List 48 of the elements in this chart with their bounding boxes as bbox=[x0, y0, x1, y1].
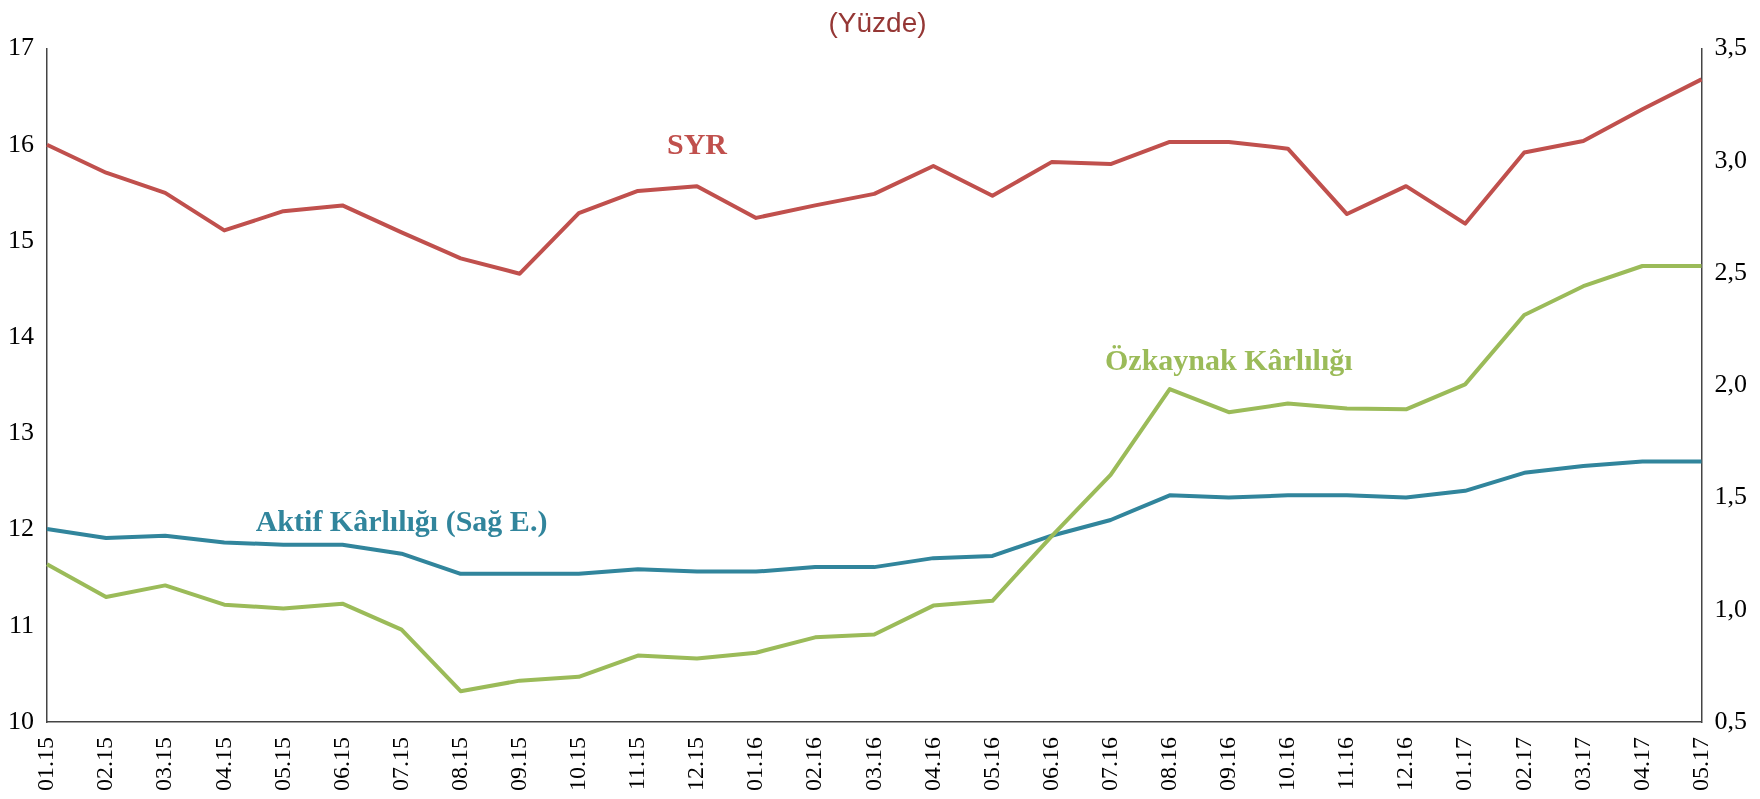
x-tick-label: 03.17 bbox=[1568, 737, 1595, 791]
y-tick-label: 17 bbox=[8, 32, 34, 62]
x-tick-label: 01.17 bbox=[1450, 737, 1477, 791]
y-tick-label: 14 bbox=[8, 321, 34, 351]
y-tick-label: 13 bbox=[8, 417, 34, 447]
x-tick-label: 02.17 bbox=[1509, 737, 1536, 791]
series-label: Aktif Kârlılığı (Sağ E.) bbox=[255, 504, 548, 539]
x-tick-label: 11.15 bbox=[623, 737, 650, 791]
x-tick-label: 12.15 bbox=[682, 737, 709, 791]
x-tick-label: 01.15 bbox=[32, 737, 59, 791]
x-tick-label: 10.16 bbox=[1273, 737, 1300, 791]
x-tick-label: 07.15 bbox=[386, 737, 413, 791]
y2-tick-label: 3,5 bbox=[1714, 32, 1747, 62]
x-tick-label: 04.16 bbox=[918, 737, 945, 791]
x-tick-label: 10.15 bbox=[564, 737, 591, 791]
x-tick-label: 08.15 bbox=[445, 737, 472, 791]
x-tick-label: 04.17 bbox=[1627, 737, 1654, 791]
x-tick-label: 05.15 bbox=[268, 737, 295, 791]
y2-tick-label: 0,5 bbox=[1714, 705, 1747, 735]
x-tick-label: 12.16 bbox=[1391, 737, 1418, 791]
y-tick-label: 16 bbox=[8, 128, 34, 158]
y2-tick-label: 1,5 bbox=[1714, 481, 1747, 511]
x-tick-label: 09.16 bbox=[1214, 737, 1241, 791]
x-tick-label: 03.16 bbox=[859, 737, 886, 791]
x-tick-label: 06.15 bbox=[327, 737, 354, 791]
x-tick-label: 03.15 bbox=[150, 737, 177, 791]
y-tick-label: 10 bbox=[8, 705, 34, 735]
x-tick-label: 09.15 bbox=[505, 737, 532, 791]
y-tick-label: 11 bbox=[8, 609, 34, 639]
x-tick-label: 06.16 bbox=[1036, 737, 1063, 791]
y2-tick-label: 1,0 bbox=[1714, 593, 1747, 623]
x-tick-label: 11.16 bbox=[1332, 737, 1359, 791]
x-tick-label: 02.16 bbox=[800, 737, 827, 791]
x-tick-label: 04.15 bbox=[209, 737, 236, 791]
y2-tick-label: 2,0 bbox=[1714, 369, 1747, 399]
x-tick-label: 05.16 bbox=[977, 737, 1004, 791]
chart-title: (Yüzde) bbox=[828, 6, 927, 38]
y-tick-label: 15 bbox=[8, 224, 34, 254]
y-tick-label: 12 bbox=[8, 513, 34, 543]
x-tick-label: 05.17 bbox=[1686, 737, 1713, 791]
x-tick-label: 02.15 bbox=[91, 737, 118, 791]
x-tick-label: 08.16 bbox=[1154, 737, 1181, 791]
x-tick-label: 01.16 bbox=[741, 737, 768, 791]
series-label: SYR bbox=[666, 126, 728, 160]
y2-tick-label: 2,5 bbox=[1714, 256, 1747, 286]
y2-tick-label: 3,0 bbox=[1714, 144, 1747, 174]
series-label: Özkaynak Kârlılığı bbox=[1105, 342, 1353, 376]
x-tick-label: 07.16 bbox=[1095, 737, 1122, 791]
